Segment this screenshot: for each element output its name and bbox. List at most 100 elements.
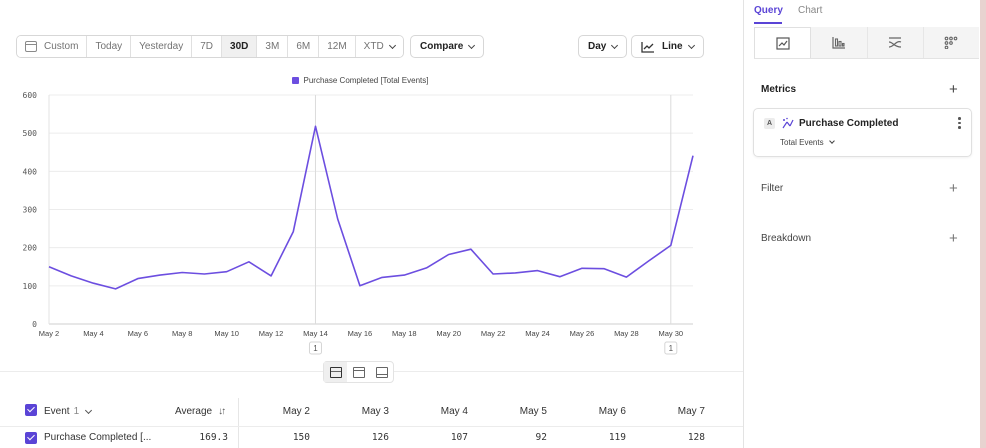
x-tick-label: May 18 xyxy=(392,329,417,338)
tab-chart[interactable]: Chart xyxy=(798,5,823,16)
compare-label: Compare xyxy=(420,41,464,52)
interval-label: Day xyxy=(588,41,607,52)
data-point[interactable] xyxy=(691,154,695,158)
calendar-icon xyxy=(25,41,37,52)
chart-type-select[interactable]: Line xyxy=(631,35,704,58)
filter-title: Filter xyxy=(761,183,784,194)
data-point[interactable] xyxy=(269,274,273,278)
chevron-down-icon xyxy=(85,406,93,414)
date-30d-button[interactable]: 30D xyxy=(222,36,258,57)
data-point[interactable] xyxy=(158,273,162,277)
date-xtd-button[interactable]: XTD xyxy=(355,36,403,57)
series-line[interactable] xyxy=(48,125,694,290)
data-point[interactable] xyxy=(469,247,473,251)
data-point[interactable] xyxy=(602,267,606,271)
report-flows-button[interactable] xyxy=(867,27,924,58)
annotation-marker xyxy=(308,341,322,355)
average-column-header[interactable]: Average ↓↑ xyxy=(175,406,226,417)
data-point[interactable] xyxy=(180,270,184,274)
data-point[interactable] xyxy=(425,266,429,270)
data-point[interactable] xyxy=(69,274,73,278)
date-3m-button[interactable]: 3M xyxy=(257,36,289,57)
x-tick-label: May 4 xyxy=(83,329,103,338)
data-point[interactable] xyxy=(225,270,229,274)
data-point[interactable] xyxy=(536,269,540,273)
date-custom-button[interactable]: Custom xyxy=(17,36,88,57)
date-column-header[interactable]: May 6 xyxy=(598,406,626,417)
date-column-header[interactable]: May 3 xyxy=(361,406,389,417)
y-tick-label: 200 xyxy=(23,244,38,253)
layout-chart-button[interactable] xyxy=(347,362,370,382)
metric-more-icon[interactable] xyxy=(958,117,961,131)
add-filter-icon[interactable]: + xyxy=(949,180,958,197)
line-chart-icon xyxy=(641,41,654,53)
data-point[interactable] xyxy=(91,281,95,285)
data-point[interactable] xyxy=(624,275,628,279)
data-point[interactable] xyxy=(647,259,651,263)
date-column-header[interactable]: May 5 xyxy=(519,406,547,417)
column-divider xyxy=(238,398,239,448)
split-view-icon xyxy=(329,366,342,378)
x-tick-label: May 10 xyxy=(214,329,239,338)
report-funnels-button[interactable] xyxy=(811,27,868,58)
data-point[interactable] xyxy=(336,217,340,221)
legend-swatch xyxy=(291,77,299,84)
add-metric-icon[interactable]: + xyxy=(949,81,958,98)
data-point[interactable] xyxy=(491,272,495,276)
table-cell: 126 xyxy=(371,432,389,443)
layout-split-button[interactable] xyxy=(324,362,347,382)
y-tick-label: 0 xyxy=(32,320,37,329)
date-column-header[interactable]: May 2 xyxy=(282,406,310,417)
row-event-name[interactable]: Purchase Completed [... xyxy=(44,432,152,443)
data-point[interactable] xyxy=(447,253,451,257)
data-point[interactable] xyxy=(669,243,673,247)
line-chart[interactable]: 0 100 200 300 400 500 600 1 1 May 2 May 4 May 6 May … xyxy=(0,70,720,360)
sort-descending-icon[interactable]: ↓↑ xyxy=(218,406,226,417)
chevron-down-icon xyxy=(687,41,695,49)
data-point[interactable] xyxy=(291,230,295,234)
data-point[interactable] xyxy=(402,273,406,277)
date-yesterday-button[interactable]: Yesterday xyxy=(131,36,193,57)
metric-card[interactable]: A Purchase Completed Total Events xyxy=(753,108,972,157)
y-tick-label: 600 xyxy=(23,91,38,100)
data-point[interactable] xyxy=(47,265,51,269)
data-point[interactable] xyxy=(513,271,517,275)
breakdown-title: Breakdown xyxy=(761,233,812,244)
metric-event-name[interactable]: Purchase Completed xyxy=(799,118,899,129)
date-column-header[interactable]: May 7 xyxy=(677,406,705,417)
chart-legend[interactable]: Purchase Completed [Total Events] xyxy=(0,76,720,85)
data-point[interactable] xyxy=(580,266,584,270)
data-point[interactable] xyxy=(358,284,362,288)
data-point[interactable] xyxy=(136,277,140,281)
table-cell: 107 xyxy=(450,432,468,443)
event-column-header[interactable]: Event 1 xyxy=(44,406,93,417)
y-tick-label: 500 xyxy=(23,129,38,138)
interval-select[interactable]: Day xyxy=(578,35,628,58)
x-tick-label: May 16 xyxy=(348,329,373,338)
row-checkbox[interactable] xyxy=(25,432,37,444)
metric-measure-select[interactable]: Total Events xyxy=(780,138,835,147)
metrics-title: Metrics xyxy=(761,84,797,95)
date-column-header[interactable]: May 4 xyxy=(440,406,468,417)
report-insights-button[interactable] xyxy=(754,27,812,58)
layout-table-button[interactable] xyxy=(370,362,393,382)
tab-query[interactable]: Query xyxy=(754,5,783,16)
y-tick-label: 100 xyxy=(23,282,38,291)
data-point[interactable] xyxy=(313,124,317,128)
compare-button[interactable]: Compare xyxy=(410,35,485,58)
report-retention-button[interactable] xyxy=(923,27,979,58)
data-point[interactable] xyxy=(380,275,384,279)
date-6m-button[interactable]: 6M xyxy=(288,36,320,57)
select-all-checkbox[interactable] xyxy=(25,404,37,416)
date-12m-button[interactable]: 12M xyxy=(319,36,356,57)
data-point[interactable] xyxy=(558,275,562,279)
date-7d-button[interactable]: 7D xyxy=(192,36,223,57)
add-breakdown-icon[interactable]: + xyxy=(949,230,958,247)
data-point[interactable] xyxy=(247,260,251,264)
data-point[interactable] xyxy=(202,272,206,276)
date-today-button[interactable]: Today xyxy=(87,36,132,57)
data-point[interactable] xyxy=(114,287,118,291)
table-cell: 92 xyxy=(535,432,547,443)
legend-label: Purchase Completed [Total Events] xyxy=(303,76,429,85)
chevron-down-icon xyxy=(611,41,619,49)
